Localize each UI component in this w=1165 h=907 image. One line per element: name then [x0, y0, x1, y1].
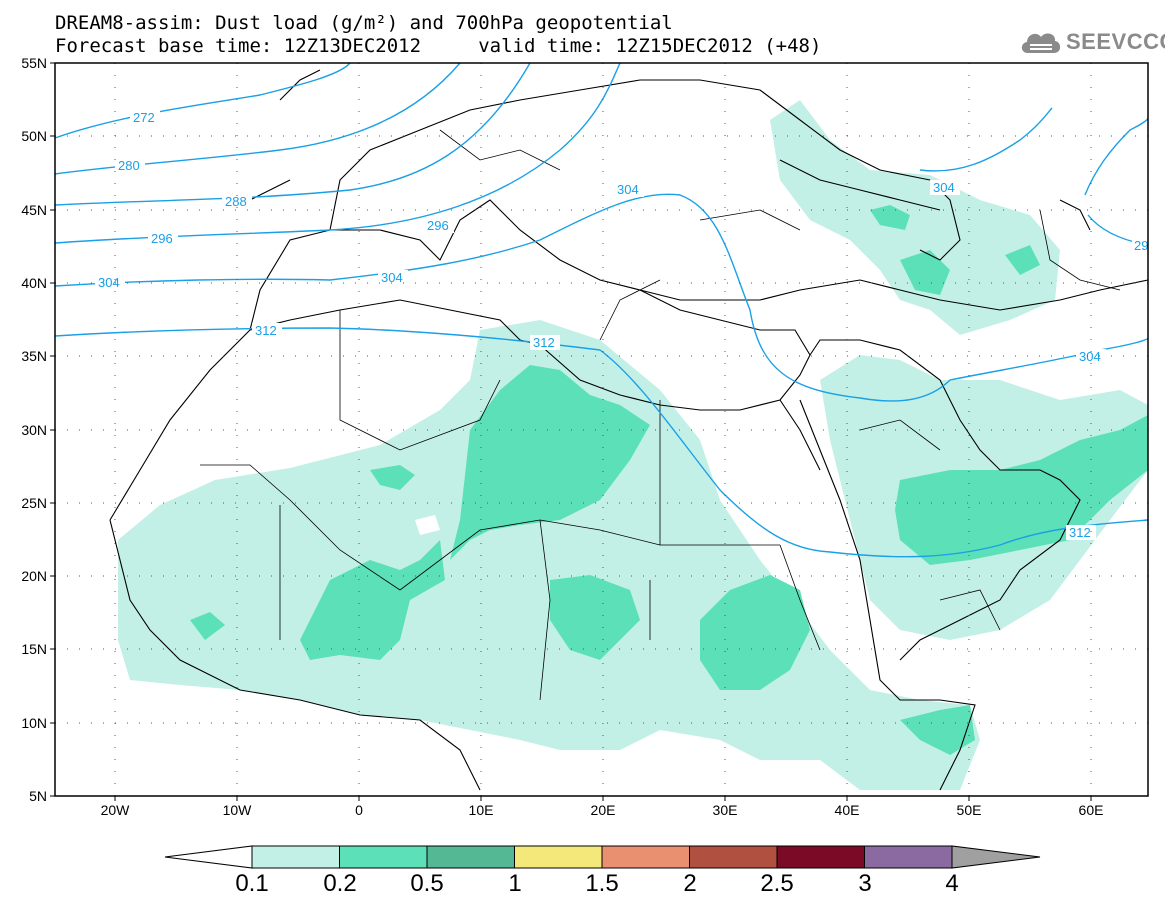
map-title: DREAM8-assim: Dust load (g/m²) and 700hP…	[55, 12, 673, 34]
dust-shading-medium	[190, 205, 1148, 755]
lat-label: 55N	[21, 55, 47, 71]
lon-label: 0	[355, 802, 363, 818]
contour-label-288: 288	[225, 194, 247, 209]
lat-labels: 55N 50N 45N 40N 35N 30N 25N 20N 15N 10N …	[21, 55, 47, 804]
lat-label: 45N	[21, 202, 47, 218]
colorbar-arrow-low	[164, 845, 253, 869]
colorbar-segment	[776, 845, 865, 869]
lon-label: 50E	[957, 802, 982, 818]
lon-label: 30E	[713, 802, 738, 818]
contour-label-29: 29	[1134, 238, 1148, 253]
lon-label: 60E	[1079, 802, 1104, 818]
colorbar-segment	[514, 845, 603, 869]
contour-label-312c: 312	[1069, 525, 1091, 540]
lon-labels: 20W 10W 0 10E 20E 30E 40E 50E 60E	[101, 802, 1104, 818]
colorbar-arrow-high	[951, 845, 1041, 869]
contour-labels: 272 280 288 296 304 296 304 304 312 312 …	[95, 110, 1148, 540]
lon-label: 20W	[101, 802, 131, 818]
lat-label: 5N	[29, 788, 47, 804]
geopotential-contours	[54, 62, 1149, 558]
lat-label: 20N	[21, 568, 47, 584]
colorbar-label: 1	[508, 870, 522, 897]
country-borders	[200, 129, 1121, 701]
lat-label: 30N	[21, 422, 47, 438]
contour-label-304b: 304	[381, 270, 403, 285]
colorbar-label: 2	[683, 870, 697, 897]
colorbar-segment	[426, 845, 515, 869]
contour-label-280: 280	[118, 158, 140, 173]
contour-label-312b: 312	[533, 335, 555, 350]
colorbar-label: 3	[858, 870, 872, 897]
lat-label: 15N	[21, 641, 47, 657]
logo-text: SEEVCCC	[1066, 29, 1165, 54]
contour-label-272: 272	[133, 110, 155, 125]
lon-label: 10E	[469, 802, 494, 818]
colorbar-segment	[689, 845, 778, 869]
colorbar	[164, 845, 1041, 869]
contour-label-304: 304	[98, 275, 120, 290]
contour-label-304c: 304	[617, 182, 639, 197]
contour-label-296: 296	[151, 231, 173, 246]
contour-label-296b: 296	[427, 218, 449, 233]
seevccc-logo: SEEVCCC	[1018, 27, 1165, 57]
lat-label: 10N	[21, 715, 47, 731]
colorbar-label: 0.1	[235, 870, 269, 897]
colorbar-segment	[251, 845, 340, 869]
lat-label: 25N	[21, 495, 47, 511]
lon-label: 20E	[591, 802, 616, 818]
cloud-icon	[1021, 33, 1061, 53]
contour-label-304d: 304	[933, 180, 955, 195]
colorbar-segment	[601, 845, 690, 869]
colorbar-label: 4	[945, 870, 959, 897]
axis-ticks	[50, 62, 1092, 801]
map-subtitle: Forecast base time: 12Z13DEC2012 valid t…	[55, 35, 822, 57]
colorbar-segment	[339, 845, 428, 869]
lat-label: 35N	[21, 348, 47, 364]
lon-label: 10W	[223, 802, 253, 818]
lat-label: 40N	[21, 275, 47, 291]
colorbar-label: 0.5	[410, 870, 444, 897]
colorbar-label: 0.2	[323, 870, 357, 897]
colorbar-label: 1.5	[585, 870, 619, 897]
contour-label-304e: 304	[1079, 349, 1101, 364]
contour-label-312: 312	[255, 323, 277, 338]
lon-label: 40E	[835, 802, 860, 818]
colorbar-label: 2.5	[760, 870, 794, 897]
lat-label: 50N	[21, 128, 47, 144]
colorbar-segment	[864, 845, 953, 869]
